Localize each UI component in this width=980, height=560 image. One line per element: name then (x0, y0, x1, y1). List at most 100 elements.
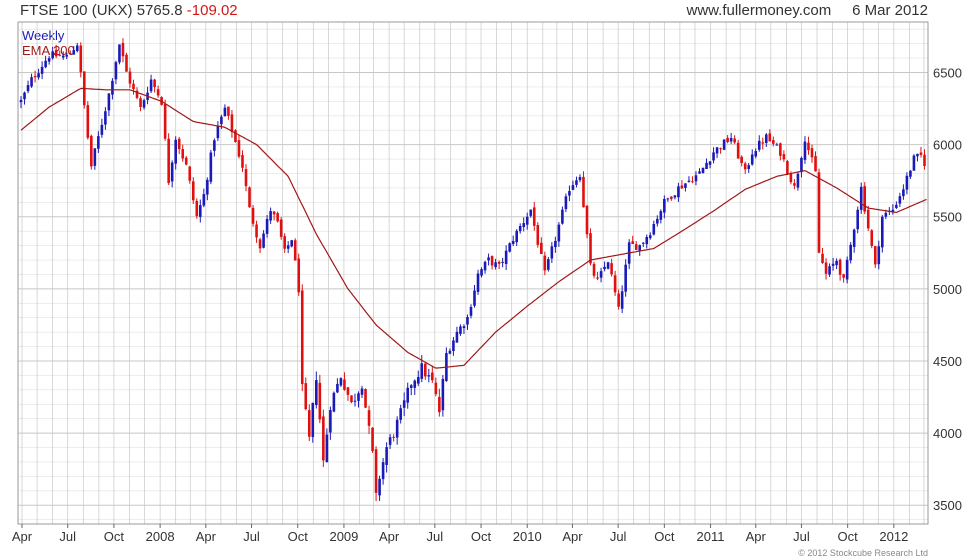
header-right: www.fullermoney.com 6 Mar 2012 (687, 2, 929, 19)
candle-body (880, 216, 884, 248)
candle-body (58, 54, 61, 56)
candle-body (705, 162, 708, 170)
candle-body (156, 89, 160, 96)
candle-body (796, 173, 800, 188)
candle-body (409, 385, 413, 388)
candle-body (698, 171, 701, 174)
candle-body (497, 261, 501, 264)
candle-body (585, 205, 589, 235)
candle-body (100, 124, 104, 135)
candle-body (543, 255, 547, 271)
candle-body (90, 135, 93, 167)
candle-body (459, 326, 462, 334)
candle-body (167, 138, 170, 184)
candle-body (181, 149, 185, 159)
x-tick-label: 2011 (697, 529, 725, 544)
candle-body (919, 152, 923, 155)
candle-body (670, 196, 673, 200)
candle-body (385, 447, 388, 465)
candle-body (599, 271, 603, 278)
candle-body (336, 383, 339, 393)
candle-body (322, 416, 325, 461)
candle-body (912, 155, 916, 171)
candle-body (107, 93, 111, 111)
candle-body (241, 155, 244, 168)
candle-body (807, 142, 810, 151)
candle-body (399, 408, 402, 420)
candle-body (392, 436, 395, 438)
chart-date: 6 Mar 2012 (852, 2, 928, 19)
candle-body (72, 50, 76, 55)
candle-body (332, 392, 336, 412)
candle-body (631, 241, 635, 245)
x-tick-label: Jul (610, 529, 627, 544)
candle-body (149, 79, 153, 92)
candle-body (33, 75, 37, 78)
candle-body (891, 209, 895, 213)
candle-body (455, 331, 459, 343)
x-tick-label: 2012 (879, 529, 908, 544)
candle-body (248, 187, 251, 208)
x-tick-label: Apr (746, 529, 767, 544)
candle-body (740, 156, 743, 163)
candle-body (153, 79, 156, 88)
candle-body (19, 99, 23, 103)
candle-body (754, 151, 758, 157)
candle-body (898, 196, 902, 204)
candle-body (684, 183, 687, 188)
candle-body (114, 62, 118, 80)
candle-body (466, 316, 469, 325)
x-tick-label: Apr (562, 529, 583, 544)
candle-body (571, 185, 575, 190)
candle-body (540, 242, 543, 254)
x-tick-label: Oct (471, 529, 492, 544)
candle-body (554, 240, 557, 248)
candle-body (163, 103, 167, 139)
candle-body (223, 107, 227, 117)
candle-body (111, 80, 114, 95)
candle-body (290, 240, 294, 247)
candle-body (561, 209, 564, 224)
candle-body (318, 382, 322, 420)
candle-body (821, 253, 824, 264)
candle-body (283, 236, 286, 249)
candle-body (568, 191, 571, 196)
candle-body (656, 218, 659, 224)
candle-body (814, 156, 817, 172)
legend-weekly: Weekly (22, 28, 65, 43)
candle-body (831, 263, 835, 266)
candle-body (532, 207, 536, 226)
candle-body (139, 98, 142, 108)
candle-body (856, 209, 859, 230)
candle-body (550, 246, 554, 259)
candle-body (842, 274, 845, 278)
candle-body (374, 449, 378, 493)
candle-body (873, 246, 877, 265)
candle-body (596, 277, 599, 279)
candle-body (199, 205, 202, 217)
candle-body (452, 340, 455, 351)
candle-body (923, 154, 926, 166)
candle-body (673, 195, 677, 198)
candle-body (434, 382, 438, 395)
candle-body (234, 130, 237, 142)
candle-body (733, 138, 736, 143)
candle-body (350, 395, 353, 403)
candle-body (916, 153, 919, 157)
candle-body (65, 54, 69, 57)
candle-body (346, 387, 350, 395)
candle-body (304, 383, 308, 410)
candle-body (378, 478, 381, 496)
candle-body (701, 167, 705, 173)
x-tick-label: Oct (104, 529, 125, 544)
candle-body (128, 71, 132, 84)
candle-body (206, 179, 209, 195)
candle-body (743, 163, 747, 170)
site-link[interactable]: www.fullermoney.com (686, 2, 832, 19)
candle-body (905, 175, 909, 190)
candle-body (438, 396, 441, 413)
candle-body (772, 140, 775, 144)
candle-body (504, 250, 508, 264)
candle-body (427, 375, 431, 377)
